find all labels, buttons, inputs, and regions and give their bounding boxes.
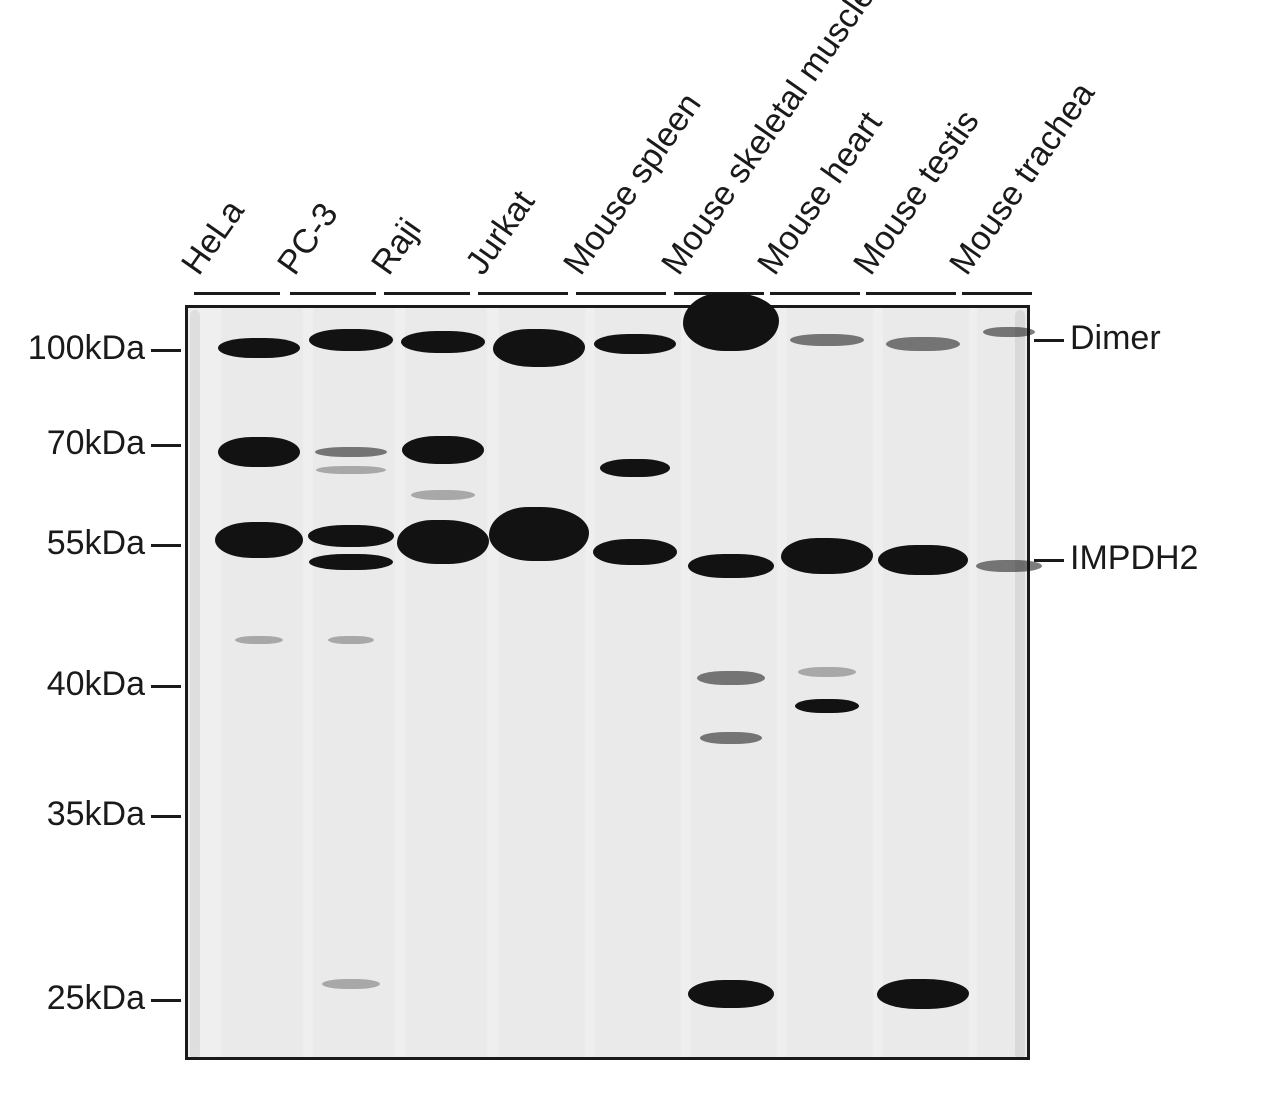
lane-underline-trachea [962, 292, 1032, 295]
lane-label-jurkat: Jurkat [458, 184, 543, 282]
band-pc3 [309, 329, 393, 351]
band-pc3 [308, 525, 394, 547]
band-pc3 [309, 554, 393, 570]
band-hela [235, 636, 283, 644]
mw-tick [151, 349, 181, 352]
mw-tick [151, 999, 181, 1002]
band-muscle [700, 732, 762, 744]
band-tick [1034, 339, 1064, 342]
lane-underline-spleen [576, 292, 666, 295]
mw-tick [151, 685, 181, 688]
smudge [190, 310, 200, 1059]
lane-shade [313, 308, 395, 1057]
band-heart [798, 667, 856, 677]
band-heart [790, 334, 864, 346]
lane-shade [883, 308, 969, 1057]
lane-shade [499, 308, 585, 1057]
band-muscle [688, 554, 774, 578]
mw-label-55kDa: 55kDa [47, 524, 145, 563]
western-blot-figure: HeLaPC-3RajiJurkatMouse spleenMouse skel… [0, 0, 1280, 1103]
band-jurkat [493, 329, 585, 367]
band-jurkat [489, 507, 589, 561]
lane-underline-jurkat [478, 292, 568, 295]
band-heart [781, 538, 873, 574]
lane-label-trachea: Mouse trachea [942, 75, 1103, 282]
band-pc3 [316, 466, 386, 474]
mw-label-70kDa: 70kDa [47, 424, 145, 463]
band-hela [215, 522, 303, 558]
lane-label-pc3: PC-3 [270, 196, 346, 282]
band-testis [877, 979, 969, 1009]
blot-image-area [185, 305, 1030, 1060]
lane-underline-raji [384, 292, 470, 295]
band-raji [411, 490, 475, 500]
mw-label-35kDa: 35kDa [47, 795, 145, 834]
lane-shade [977, 308, 1030, 1057]
band-testis [878, 545, 968, 575]
lane-underline-hela [194, 292, 280, 295]
lane-underline-heart [770, 292, 860, 295]
band-label-impdh2: IMPDH2 [1070, 539, 1198, 578]
band-spleen [594, 334, 676, 354]
band-hela [218, 338, 300, 358]
band-label-dimer: Dimer [1070, 319, 1161, 358]
band-hela [218, 437, 300, 467]
lane-label-raji: Raji [364, 212, 430, 282]
band-raji [397, 520, 489, 564]
lane-underline-testis [866, 292, 956, 295]
band-raji [402, 436, 484, 464]
lane-shade [405, 308, 487, 1057]
band-spleen [593, 539, 677, 565]
band-muscle [688, 980, 774, 1008]
band-tick [1034, 559, 1064, 562]
mw-label-100kDa: 100kDa [28, 329, 145, 368]
mw-label-25kDa: 25kDa [47, 979, 145, 1018]
lane-label-hela: HeLa [174, 193, 253, 282]
band-trachea [976, 560, 1042, 572]
band-muscle [683, 293, 779, 351]
band-spleen [600, 459, 670, 477]
lane-shade [221, 308, 303, 1057]
mw-tick [151, 444, 181, 447]
lane-shade [595, 308, 681, 1057]
band-heart [795, 699, 859, 713]
band-pc3 [315, 447, 387, 457]
mw-tick [151, 815, 181, 818]
mw-label-40kDa: 40kDa [47, 665, 145, 704]
band-pc3 [328, 636, 374, 644]
band-trachea [983, 327, 1035, 337]
lane-shade [787, 308, 873, 1057]
band-testis [886, 337, 960, 351]
band-muscle [697, 671, 765, 685]
lane-underline-pc3 [290, 292, 376, 295]
band-pc3 [322, 979, 380, 989]
band-raji [401, 331, 485, 353]
mw-tick [151, 544, 181, 547]
